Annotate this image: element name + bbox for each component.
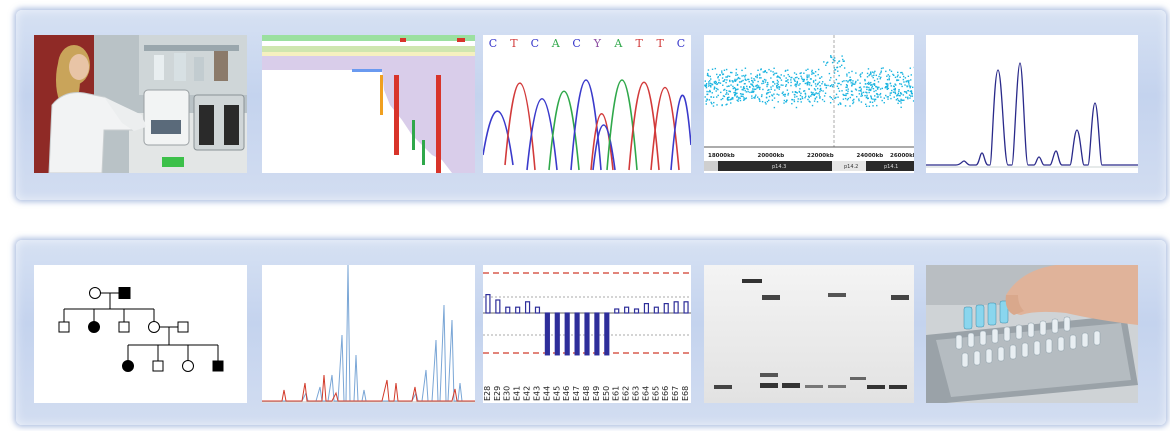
exon-label: E68 xyxy=(681,386,690,401)
exon-label: E44 xyxy=(542,386,551,401)
base-label: C xyxy=(489,37,497,50)
exon-label: E42 xyxy=(523,386,532,401)
x-tick-label: 24000kb xyxy=(857,153,884,159)
exon-bar xyxy=(544,312,550,356)
x-tick-label: 20000kb xyxy=(758,153,785,159)
exon-label: E65 xyxy=(651,386,660,401)
exon-label: E46 xyxy=(562,386,571,401)
base-label: A xyxy=(551,37,561,50)
exon-label: E28 xyxy=(483,386,492,401)
exon-label: E30 xyxy=(503,386,512,401)
exon-bar xyxy=(624,306,630,314)
mlpa-exon-chart: E28 E29 E30 E41 E42 E43 E44 E45 E46 E47 E48 E49 E50 E… xyxy=(483,265,691,403)
exon-bar xyxy=(574,312,580,356)
base-label: C xyxy=(677,37,685,50)
pedigree-chart xyxy=(34,265,247,403)
exon-bar xyxy=(554,312,560,356)
base-label: Y xyxy=(593,37,602,50)
exon-label: E49 xyxy=(592,386,601,401)
band-label: p14.1 xyxy=(884,164,898,170)
x-tick-label: 22000kb xyxy=(807,153,834,159)
exon-bar xyxy=(495,299,501,314)
exon-bar xyxy=(594,312,600,356)
exon-bar xyxy=(564,312,570,356)
gel-electrophoresis-image xyxy=(704,265,914,403)
copy-number-plot: 18000kb 20000kb 22000kb 24000kb 26000kb p14.… xyxy=(704,35,914,173)
pipetting-samples-photo xyxy=(926,265,1138,403)
lab-technician-photo xyxy=(34,35,247,173)
exon-label: E50 xyxy=(602,386,611,401)
exon-bar xyxy=(505,306,511,314)
bottom-image-strip: E28 E29 E30 E41 E42 E43 E44 E45 E46 E47 E48 E49 E50 E… xyxy=(16,240,1166,425)
electropherogram xyxy=(262,265,475,403)
band-label: p14.2 xyxy=(844,164,858,170)
exon-bar xyxy=(604,312,610,356)
sequence-alignment-view xyxy=(262,35,475,173)
base-label: T xyxy=(510,37,518,50)
exon-bar xyxy=(653,306,659,314)
base-label: T xyxy=(656,37,664,50)
exon-bar xyxy=(485,294,491,314)
exon-bar xyxy=(584,312,590,356)
exon-label: E67 xyxy=(671,386,680,401)
exon-bar xyxy=(663,302,669,314)
base-label: T xyxy=(636,37,644,50)
exon-label: E45 xyxy=(552,386,561,401)
exon-bar xyxy=(683,301,689,314)
exon-bar xyxy=(633,308,640,314)
x-tick-label: 18000kb xyxy=(708,153,735,159)
exon-bar xyxy=(534,306,541,314)
exon-label: E66 xyxy=(661,386,670,401)
exon-label: E48 xyxy=(582,386,591,401)
fragment-analysis-peaks xyxy=(926,35,1138,173)
exon-bar xyxy=(673,301,679,314)
exon-bar xyxy=(614,308,620,314)
exon-label: E61 xyxy=(612,386,621,401)
exon-label: E62 xyxy=(622,386,631,401)
exon-label: E41 xyxy=(513,386,522,401)
base-label: C xyxy=(531,37,539,50)
exon-label: E64 xyxy=(641,386,650,401)
exon-label: E43 xyxy=(532,386,541,401)
x-tick-label: 26000kb xyxy=(890,153,914,159)
exon-label: E47 xyxy=(572,386,581,401)
base-label: C xyxy=(572,37,580,50)
exon-label: E63 xyxy=(632,386,641,401)
exon-bar xyxy=(524,301,531,314)
exon-bar xyxy=(515,306,521,314)
exon-label: E29 xyxy=(493,386,502,401)
band-label: p14.3 xyxy=(772,164,786,170)
base-label: A xyxy=(613,37,623,50)
exon-bar xyxy=(643,302,650,314)
